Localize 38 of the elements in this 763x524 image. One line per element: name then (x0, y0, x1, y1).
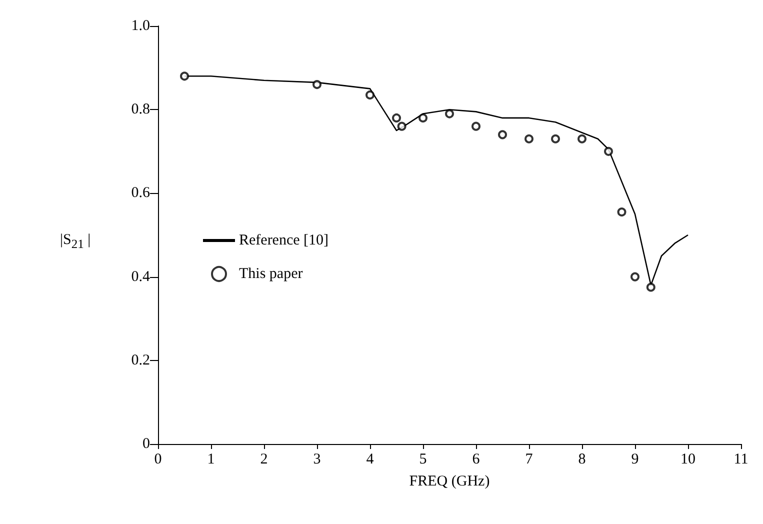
x-tick-label: 1 (207, 452, 215, 468)
y-tick-label: 0.6 (131, 185, 150, 202)
point (604, 146, 613, 156)
x-axis-title: FREQ (GHz) (409, 474, 490, 490)
legend-label: This paper (239, 266, 303, 282)
point (397, 122, 406, 131)
y-tick-label: 0.8 (131, 102, 150, 118)
y-tick-label: 0.2 (131, 352, 150, 368)
y-tick-label: 1.0 (131, 18, 150, 34)
x-tick-label: 4 (366, 452, 374, 468)
point (418, 113, 428, 122)
point (646, 282, 656, 292)
point (498, 130, 507, 140)
x-tick-label: 11 (734, 452, 748, 468)
x-tick-label: 3 (313, 452, 321, 468)
point (630, 272, 640, 282)
point (445, 109, 454, 118)
x-tick-label: 10 (680, 452, 696, 468)
x-tick-label: 9 (631, 452, 639, 468)
y-tick-label: 0.4 (131, 268, 150, 285)
point (578, 134, 586, 144)
point (312, 80, 322, 90)
point (180, 72, 189, 81)
x-tick-label: 8 (578, 452, 586, 468)
y-tick-label: 0 (142, 436, 150, 452)
point (366, 90, 374, 100)
x-tick-label: 0 (154, 452, 162, 468)
point (472, 122, 480, 131)
legend-label: Reference [10] (239, 232, 329, 248)
point (617, 208, 626, 217)
x-tick-label: 6 (472, 452, 480, 468)
x-tick-label: 7 (525, 452, 534, 468)
y-axis-title: |S$_{21}$ | (60, 232, 91, 252)
point (551, 134, 560, 144)
point (392, 113, 401, 122)
point (524, 134, 534, 144)
x-tick-label: 5 (419, 452, 427, 468)
x-tick-label: 2 (260, 452, 268, 468)
